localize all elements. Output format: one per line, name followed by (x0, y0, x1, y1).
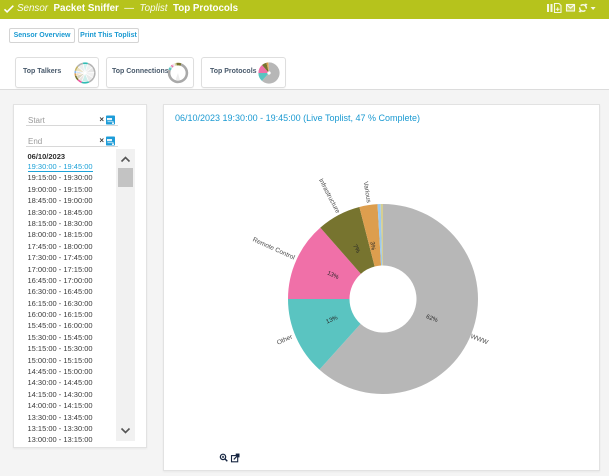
svg-text:7%: 7% (351, 244, 361, 255)
svg-text:13%: 13% (325, 315, 339, 326)
svg-text:Infrastructure: Infrastructure (317, 177, 341, 214)
svg-text:Various: Various (362, 181, 372, 204)
svg-text:62%: 62% (425, 314, 439, 324)
svg-text:Other: Other (276, 333, 294, 346)
svg-text:Remote Control: Remote Control (251, 236, 296, 261)
svg-text:WWW: WWW (469, 333, 489, 346)
svg-text:3%: 3% (368, 241, 375, 251)
svg-text:13%: 13% (326, 271, 340, 282)
